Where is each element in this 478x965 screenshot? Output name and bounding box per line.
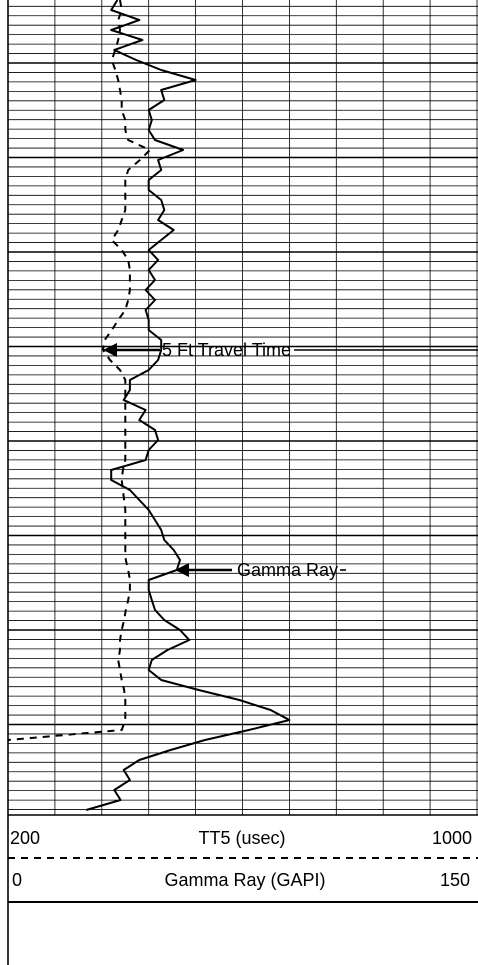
annotation: 5 Ft Travel Time [162, 340, 291, 360]
scale-left: 0 [12, 870, 22, 890]
arrow-head [103, 343, 117, 357]
track-name: TT5 (usec) [198, 828, 285, 848]
annotation: Gamma Ray [237, 560, 338, 580]
scale-right: 1000 [432, 828, 472, 848]
tt5-curve [7, 0, 151, 741]
gamma-ray-curve [85, 0, 291, 811]
track-name: Gamma Ray (GAPI) [164, 870, 325, 890]
arrow-head [175, 563, 189, 577]
header-bg [8, 815, 478, 965]
scale-right: 150 [440, 870, 470, 890]
scale-left: 200 [10, 828, 40, 848]
